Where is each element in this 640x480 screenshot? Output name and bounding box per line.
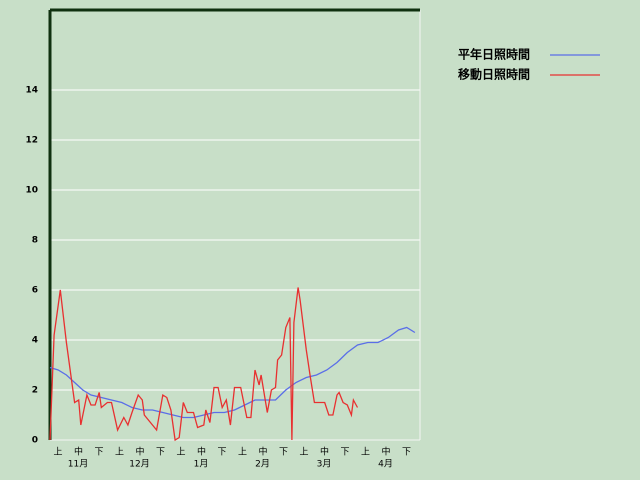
x-tick-label: 中 bbox=[258, 446, 267, 458]
y-tick-label: 6 bbox=[32, 286, 38, 296]
x-tick-label: 下 bbox=[402, 448, 411, 458]
y-tick-label: 8 bbox=[32, 236, 38, 246]
x-tick-label: 上 bbox=[361, 447, 370, 458]
y-tick-label: 10 bbox=[25, 186, 38, 196]
x-tick-label: 下 bbox=[279, 448, 288, 458]
x-tick-label: 下 bbox=[340, 448, 349, 458]
x-tick-label: 上 bbox=[115, 447, 124, 458]
x-tick-label: 上 bbox=[176, 447, 185, 458]
month-label: 1月 bbox=[194, 459, 209, 470]
x-tick-label: 上 bbox=[53, 447, 62, 458]
month-label: 11月 bbox=[68, 459, 88, 470]
x-tick-label: 下 bbox=[217, 448, 226, 458]
month-label: 2月 bbox=[255, 459, 270, 470]
y-tick-label: 2 bbox=[32, 386, 38, 396]
series-line bbox=[49, 326, 416, 419]
series-line bbox=[49, 287, 359, 442]
x-tick-label: 上 bbox=[299, 447, 308, 458]
y-tick-label: 14 bbox=[25, 86, 38, 96]
x-tick-label: 中 bbox=[381, 446, 390, 458]
x-tick-label: 中 bbox=[135, 446, 144, 458]
month-label: 3月 bbox=[317, 459, 332, 470]
x-tick-label: 下 bbox=[156, 448, 165, 458]
month-label: 4月 bbox=[378, 459, 393, 470]
x-tick-label: 上 bbox=[238, 447, 247, 458]
y-tick-label: 4 bbox=[32, 336, 38, 346]
x-tick-label: 中 bbox=[197, 446, 206, 458]
y-tick-label: 0 bbox=[32, 436, 38, 446]
legend-label: 移動日照時間 bbox=[458, 67, 530, 82]
x-tick-label: 中 bbox=[74, 446, 83, 458]
y-tick-label: 12 bbox=[25, 136, 38, 146]
month-label: 12月 bbox=[129, 459, 149, 470]
x-tick-label: 下 bbox=[94, 448, 103, 458]
x-tick-label: 中 bbox=[320, 446, 329, 458]
legend-label: 平年日照時間 bbox=[458, 47, 530, 62]
